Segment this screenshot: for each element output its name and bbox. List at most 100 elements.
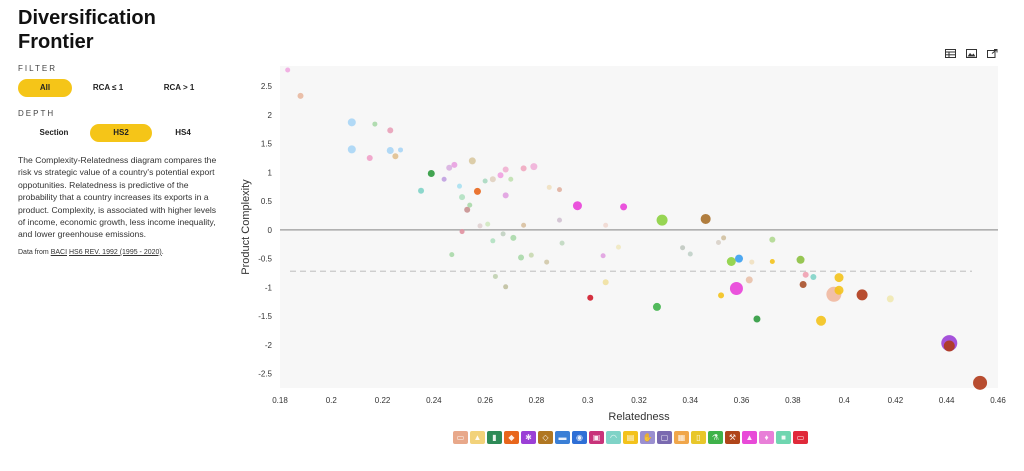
data-point[interactable] — [347, 145, 356, 154]
data-point[interactable] — [729, 282, 743, 296]
filter-option-all[interactable]: All — [18, 79, 72, 97]
data-point[interactable] — [518, 254, 525, 261]
ticket-icon[interactable]: ▭ — [793, 431, 808, 444]
data-point[interactable] — [492, 273, 498, 279]
data-point[interactable] — [834, 273, 844, 283]
data-point[interactable] — [366, 155, 373, 161]
data-point[interactable] — [528, 252, 534, 258]
data-point[interactable] — [572, 201, 582, 211]
data-point[interactable] — [834, 285, 844, 295]
data-point[interactable] — [856, 289, 868, 301]
chip-icon[interactable]: ▣ — [589, 431, 604, 444]
data-point[interactable] — [297, 92, 304, 99]
data-point[interactable] — [427, 170, 435, 178]
data-point[interactable] — [500, 231, 506, 237]
data-point[interactable] — [687, 251, 693, 257]
data-point[interactable] — [587, 294, 594, 301]
filter-option-rca-gt-1[interactable]: RCA > 1 — [163, 83, 195, 92]
gem-icon[interactable]: ◇ — [538, 431, 553, 444]
data-point[interactable] — [489, 176, 496, 183]
data-point[interactable] — [451, 161, 458, 168]
data-point[interactable] — [530, 163, 538, 171]
data-point[interactable] — [715, 240, 721, 246]
image-icon[interactable] — [966, 49, 977, 58]
data-point[interactable] — [726, 257, 736, 266]
data-point[interactable] — [508, 176, 514, 182]
data-point[interactable] — [386, 147, 394, 155]
share-icon[interactable] — [987, 49, 998, 58]
data-point[interactable] — [457, 183, 462, 189]
data-point[interactable] — [468, 157, 476, 165]
arc-icon[interactable]: ◠ — [606, 431, 621, 444]
data-point[interactable] — [557, 217, 563, 223]
filter-option-rca-le-1[interactable]: RCA ≤ 1 — [92, 83, 124, 92]
box-icon[interactable]: ▤ — [623, 431, 638, 444]
data-point[interactable] — [735, 254, 744, 263]
data-point[interactable] — [520, 165, 527, 172]
source-link-baci[interactable]: BACI — [50, 248, 68, 256]
data-point[interactable] — [464, 206, 471, 213]
data-point[interactable] — [398, 147, 404, 153]
depth-option-hs2[interactable]: HS2 — [90, 124, 152, 142]
data-point[interactable] — [544, 259, 550, 265]
data-point[interactable] — [700, 213, 711, 224]
dial-icon[interactable]: ◉ — [572, 431, 587, 444]
data-point[interactable] — [459, 229, 465, 235]
data-point[interactable] — [546, 184, 552, 190]
flask-icon[interactable]: ⚗ — [708, 431, 723, 444]
shoe-icon[interactable]: ◆ — [504, 431, 519, 444]
data-point[interactable] — [510, 234, 517, 241]
data-point[interactable] — [718, 292, 725, 299]
data-point[interactable] — [372, 121, 378, 127]
data-point[interactable] — [656, 214, 668, 226]
data-point[interactable] — [943, 340, 955, 352]
data-point[interactable] — [497, 172, 504, 179]
data-point[interactable] — [490, 238, 496, 244]
data-point[interactable] — [387, 127, 394, 134]
data-point[interactable] — [557, 187, 563, 193]
depth-option-section[interactable]: Section — [39, 128, 69, 137]
data-point[interactable] — [796, 255, 805, 264]
data-point[interactable] — [799, 281, 807, 288]
data-point[interactable] — [482, 178, 488, 184]
data-point[interactable] — [473, 187, 481, 195]
depth-option-hs4[interactable]: HS4 — [175, 128, 191, 137]
sofa-icon[interactable]: ▭ — [453, 431, 468, 444]
table-icon[interactable] — [945, 49, 956, 58]
drop-icon[interactable]: ▲ — [742, 431, 757, 444]
bread-icon[interactable]: ▬ — [555, 431, 570, 444]
data-point[interactable] — [602, 279, 609, 286]
data-point[interactable] — [446, 164, 453, 171]
data-point[interactable] — [521, 222, 527, 228]
swatch-icon[interactable]: ■ — [776, 431, 791, 444]
data-point[interactable] — [559, 240, 565, 246]
data-point[interactable] — [503, 284, 509, 290]
data-point[interactable] — [485, 221, 491, 227]
data-point[interactable] — [467, 202, 473, 208]
data-point[interactable] — [502, 192, 509, 199]
bus-icon[interactable]: ▦ — [674, 431, 689, 444]
data-point[interactable] — [973, 375, 988, 390]
data-point[interactable] — [769, 236, 776, 243]
data-point[interactable] — [652, 302, 661, 311]
data-point[interactable] — [449, 252, 455, 258]
data-point[interactable] — [620, 203, 628, 211]
data-point[interactable] — [802, 271, 809, 278]
shirt-icon[interactable]: ▮ — [487, 431, 502, 444]
data-point[interactable] — [721, 235, 727, 241]
data-point[interactable] — [615, 244, 621, 250]
data-point[interactable] — [347, 118, 356, 127]
data-point[interactable] — [680, 245, 686, 251]
hand-icon[interactable]: ✋ — [640, 431, 655, 444]
bottle-icon[interactable]: ▯ — [691, 431, 706, 444]
data-point[interactable] — [769, 259, 775, 264]
data-point[interactable] — [600, 253, 606, 259]
data-point[interactable] — [477, 223, 483, 229]
data-point[interactable] — [441, 176, 447, 182]
cube-icon[interactable]: ▢ — [657, 431, 672, 444]
data-point[interactable] — [502, 166, 509, 173]
source-link-hs6[interactable]: HS6 REV. 1992 (1995 - 2020) — [68, 248, 162, 256]
data-point[interactable] — [810, 274, 817, 281]
data-point[interactable] — [603, 222, 609, 228]
data-point[interactable] — [418, 187, 425, 194]
